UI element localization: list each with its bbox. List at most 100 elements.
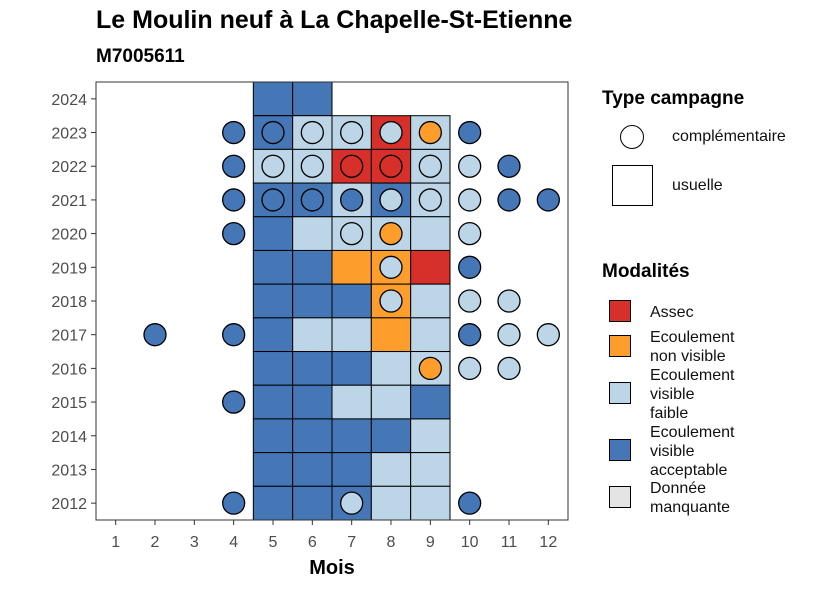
y-tick-label: 2018 xyxy=(51,294,87,311)
point-complementaire-2012-4 xyxy=(222,491,246,515)
tile-usuelle-2014-5 xyxy=(252,418,294,454)
point-complementaire-2021-10 xyxy=(458,188,482,212)
point-complementaire-2023-6 xyxy=(300,120,324,145)
point-complementaire-2017-10 xyxy=(458,323,482,347)
tile-usuelle-2020-5 xyxy=(252,216,294,251)
tile-usuelle-2024-5 xyxy=(252,81,294,117)
x-tick-label: 12 xyxy=(539,534,557,551)
x-tick-label: 1 xyxy=(111,534,120,551)
chart-title: Le Moulin neuf à La Chapelle-St-Etienne xyxy=(96,6,573,34)
point-complementaire-2020-10 xyxy=(458,221,482,246)
point-complementaire-2020-7 xyxy=(340,221,364,246)
point-complementaire-2012-10 xyxy=(458,491,482,515)
x-axis: 1 2 3 4 5 6 7 8 9 10 11 12 xyxy=(111,520,557,551)
point-complementaire-2021-12 xyxy=(536,188,560,212)
point-complementaire-2023-8 xyxy=(379,120,403,145)
point-complementaire-2023-9 xyxy=(418,120,442,145)
square-shape-key xyxy=(612,165,653,206)
tile-usuelle-2013-5 xyxy=(252,452,294,487)
point-complementaire-2021-8 xyxy=(379,188,403,212)
color-legend-label: Ecoulement xyxy=(650,366,735,384)
point-complementaire-2017-2 xyxy=(143,323,167,347)
x-tick-label: 8 xyxy=(387,534,396,551)
x-tick-label: 7 xyxy=(347,534,356,551)
chart-subtitle: M7005611 xyxy=(96,46,185,67)
color-legend-title: Modalités xyxy=(602,261,690,282)
tile-usuelle-2018-5 xyxy=(252,283,294,319)
point-complementaire-2022-8 xyxy=(379,154,403,178)
tile-usuelle-2014-9 xyxy=(410,418,451,454)
color-legend-label: Donnée xyxy=(650,480,707,497)
tile-usuelle-2013-9 xyxy=(410,452,451,487)
shape-legend-label: complémentaire xyxy=(672,128,786,145)
y-tick-label: 2024 xyxy=(51,92,87,109)
y-tick-label: 2017 xyxy=(51,328,87,345)
tile-usuelle-2016-5 xyxy=(252,351,294,386)
point-complementaire-2022-5 xyxy=(261,154,285,178)
tile-usuelle-2017-6 xyxy=(292,317,333,353)
tile-usuelle-2020-9 xyxy=(410,216,451,251)
color-swatch xyxy=(609,300,631,322)
point-complementaire-2021-6 xyxy=(300,188,324,212)
point-complementaire-2017-11 xyxy=(497,323,521,347)
tile-usuelle-2017-8 xyxy=(370,317,412,353)
point-complementaire-2022-6 xyxy=(300,154,324,178)
y-tick-label: 2015 xyxy=(51,395,87,412)
tiles-layer xyxy=(252,81,451,521)
tile-usuelle-2024-6 xyxy=(292,81,333,117)
tile-usuelle-2015-7 xyxy=(331,384,372,420)
tile-usuelle-2012-8 xyxy=(370,485,412,521)
point-complementaire-2021-9 xyxy=(418,188,442,212)
color-legend-label: faible xyxy=(650,404,689,422)
x-tick-label: 5 xyxy=(269,534,278,551)
point-complementaire-2017-4 xyxy=(222,323,246,347)
tile-usuelle-2017-5 xyxy=(252,317,294,353)
tile-usuelle-2017-9 xyxy=(410,317,451,353)
point-complementaire-2019-8 xyxy=(379,255,403,279)
color-swatch xyxy=(609,335,631,357)
shape-legend-title: Type campagne xyxy=(602,88,745,109)
point-complementaire-2018-8 xyxy=(379,289,403,313)
point-complementaire-2022-7 xyxy=(340,154,364,178)
tile-usuelle-2016-7 xyxy=(331,351,372,386)
circle-shape-key xyxy=(620,125,644,149)
color-legend-label: non visible xyxy=(650,348,726,365)
y-tick-label: 2014 xyxy=(51,429,87,446)
point-complementaire-2017-12 xyxy=(536,323,560,347)
point-complementaire-2016-9 xyxy=(418,356,442,381)
tile-usuelle-2013-7 xyxy=(331,452,372,487)
tile-usuelle-2012-5 xyxy=(252,485,294,521)
point-complementaire-2023-7 xyxy=(340,120,364,145)
tile-usuelle-2012-6 xyxy=(292,485,333,521)
tile-usuelle-2015-5 xyxy=(252,384,294,420)
tile-usuelle-2018-6 xyxy=(292,283,333,319)
color-swatch xyxy=(609,382,631,404)
point-complementaire-2016-11 xyxy=(497,356,521,381)
x-tick-label: 4 xyxy=(229,534,238,551)
point-complementaire-2022-9 xyxy=(418,154,442,178)
point-complementaire-2020-8 xyxy=(379,221,403,246)
y-tick-label: 2023 xyxy=(51,126,87,143)
tile-usuelle-2014-6 xyxy=(292,418,333,454)
y-tick-label: 2022 xyxy=(51,159,87,176)
color-swatch xyxy=(609,486,631,508)
y-tick-label: 2019 xyxy=(51,260,87,277)
y-tick-label: 2016 xyxy=(51,361,87,378)
point-complementaire-2022-11 xyxy=(497,154,521,178)
tile-usuelle-2015-6 xyxy=(292,384,333,420)
x-axis-label: Mois xyxy=(309,557,355,579)
point-complementaire-2021-4 xyxy=(222,188,246,212)
tile-usuelle-2016-8 xyxy=(370,351,412,386)
tile-usuelle-2013-6 xyxy=(292,452,333,487)
point-complementaire-2023-5 xyxy=(261,120,285,145)
tile-usuelle-2018-7 xyxy=(331,283,372,319)
color-legend-label: manquante xyxy=(650,499,731,516)
point-complementaire-2022-4 xyxy=(222,154,246,178)
x-tick-label: 9 xyxy=(426,534,435,551)
color-legend-label: Assec xyxy=(650,303,694,321)
color-legend-label: visible xyxy=(650,385,695,403)
point-complementaire-2020-4 xyxy=(222,221,246,246)
tile-usuelle-2012-9 xyxy=(410,485,451,521)
tile-usuelle-2019-6 xyxy=(292,249,333,285)
